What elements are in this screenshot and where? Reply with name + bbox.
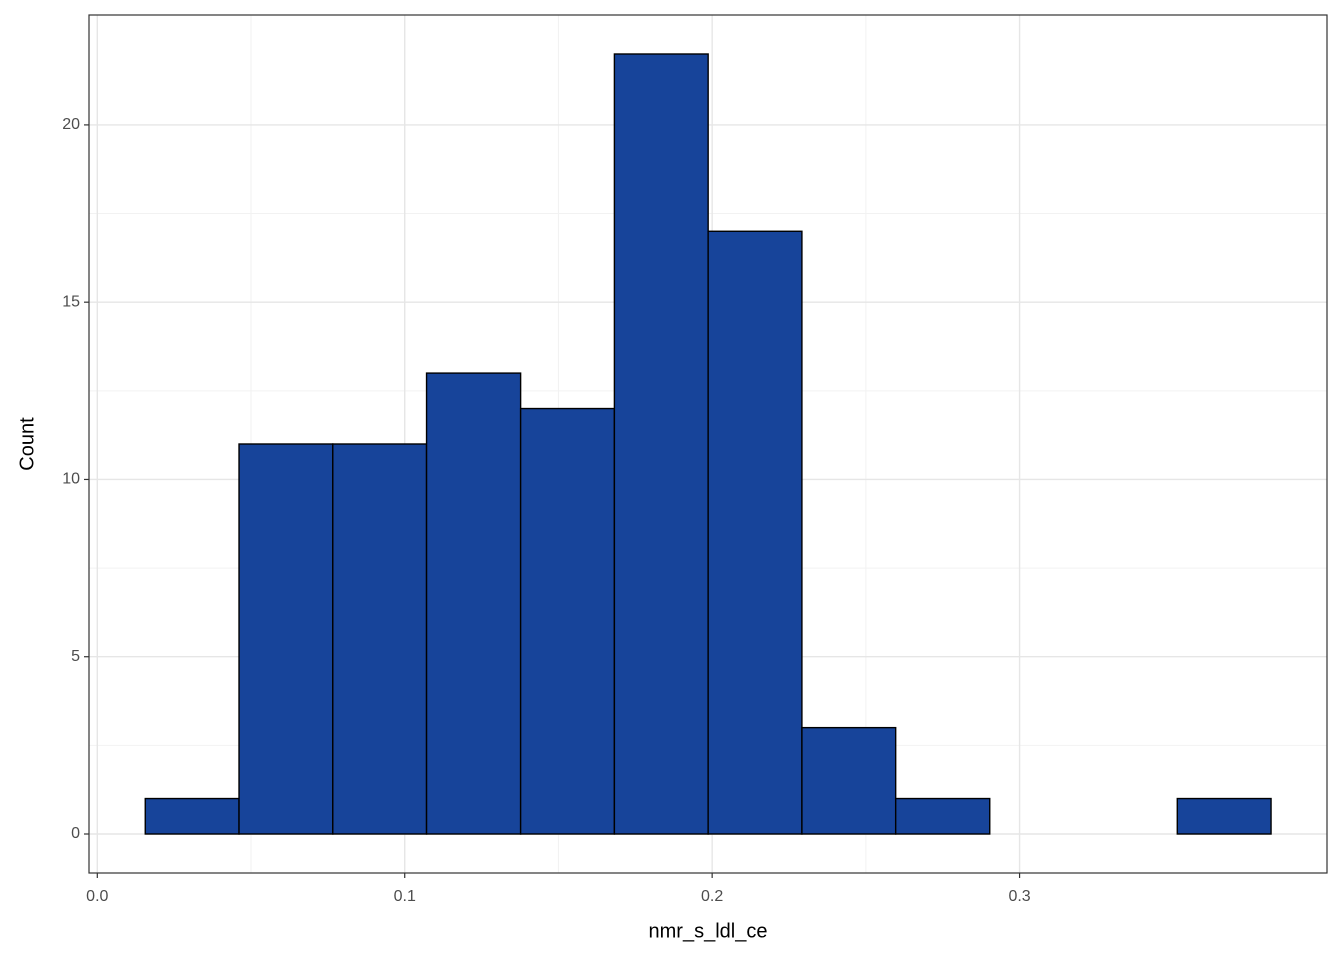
panel-border <box>88 14 1328 874</box>
y-axis-title: Count <box>16 417 38 471</box>
y-tick-label: 0 <box>71 825 80 842</box>
x-tick-label: 0.1 <box>394 888 416 905</box>
x-tick-label: 0.0 <box>86 888 108 905</box>
bar <box>238 443 334 835</box>
x-tick-label: 0.3 <box>1008 888 1030 905</box>
bar <box>519 407 616 835</box>
y-tick-label: 15 <box>62 293 80 310</box>
y-tick-label: 10 <box>62 471 80 488</box>
bar <box>801 726 897 835</box>
y-tick-label: 20 <box>62 116 80 133</box>
bar <box>332 443 428 835</box>
bar <box>894 797 991 835</box>
x-axis-title: nmr_s_ldl_ce <box>649 920 768 942</box>
y-tick-label: 5 <box>71 648 80 665</box>
ticks: 0 5 10 15 20 0.0 0.1 0.2 0.3 <box>62 116 1031 905</box>
bar <box>613 53 709 835</box>
bars <box>144 53 1272 835</box>
bar <box>144 797 240 835</box>
x-tick-label: 0.2 <box>701 888 723 905</box>
bar <box>1176 797 1272 835</box>
bar <box>707 230 803 835</box>
bar <box>425 372 522 835</box>
